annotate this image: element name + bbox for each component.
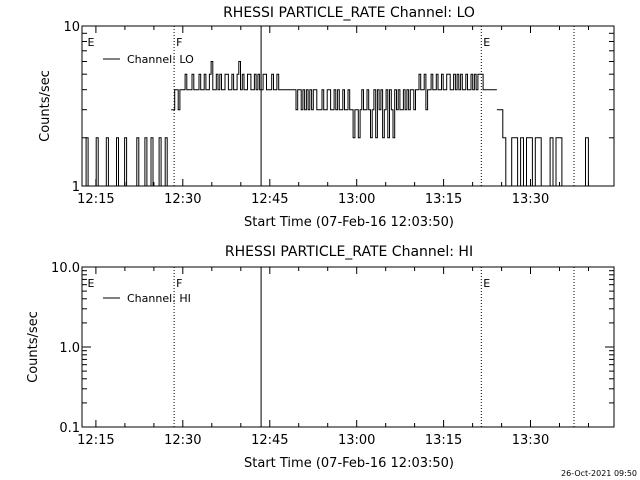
event-marker-label: E — [483, 277, 490, 290]
event-marker-label: E — [88, 36, 95, 49]
chart-title: RHESSI PARTICLE_RATE Channel: HI — [225, 244, 473, 260]
x-tick-label: 13:30 — [512, 433, 549, 448]
y-axis-label: Counts/sec — [38, 70, 53, 142]
x-axis-label: Start Time (07-Feb-16 12:03:50) — [244, 456, 454, 471]
chart-panel-lo: RHESSI PARTICLE_RATE Channel: LO Start T… — [38, 5, 615, 230]
y-tick-label: 1.0 — [59, 341, 80, 356]
plot-frame — [81, 266, 615, 428]
series-line — [171, 61, 497, 139]
y-tick-label: 10 — [63, 20, 80, 35]
x-axis-label: Start Time (07-Feb-16 12:03:50) — [244, 215, 454, 230]
x-tick-label: 13:15 — [425, 192, 462, 207]
x-tick-label: 13:15 — [425, 433, 462, 448]
legend-label: Channel: LO — [127, 53, 194, 66]
x-tick-label: 12:15 — [77, 433, 114, 448]
y-tick-label: 10.0 — [51, 261, 80, 276]
chart-panel-hi: RHESSI PARTICLE_RATE Channel: HI Start T… — [26, 244, 615, 471]
x-tick-label: 12:30 — [164, 433, 201, 448]
x-tick-label: 12:15 — [77, 192, 114, 207]
x-tick-label: 13:30 — [512, 192, 549, 207]
chart-title: RHESSI PARTICLE_RATE Channel: LO — [223, 5, 475, 21]
y-axis-label: Counts/sec — [26, 311, 41, 383]
plot-frame — [81, 25, 615, 187]
y-tick-label: 1 — [72, 180, 80, 195]
y-tick-label: 0.1 — [59, 421, 80, 436]
legend-label: Channel: HI — [127, 292, 191, 305]
x-tick-label: 12:30 — [164, 192, 201, 207]
x-tick-label: 12:45 — [251, 192, 288, 207]
event-marker-label: F — [176, 277, 182, 290]
event-marker-label: F — [176, 36, 182, 49]
x-tick-label: 13:00 — [338, 192, 375, 207]
x-tick-label: 12:45 — [251, 433, 288, 448]
x-tick-label: 13:00 — [338, 433, 375, 448]
footer-timestamp: 26-Oct-2021 09:50 — [561, 469, 637, 478]
event-marker-label: E — [88, 277, 95, 290]
event-marker-label: E — [483, 36, 490, 49]
